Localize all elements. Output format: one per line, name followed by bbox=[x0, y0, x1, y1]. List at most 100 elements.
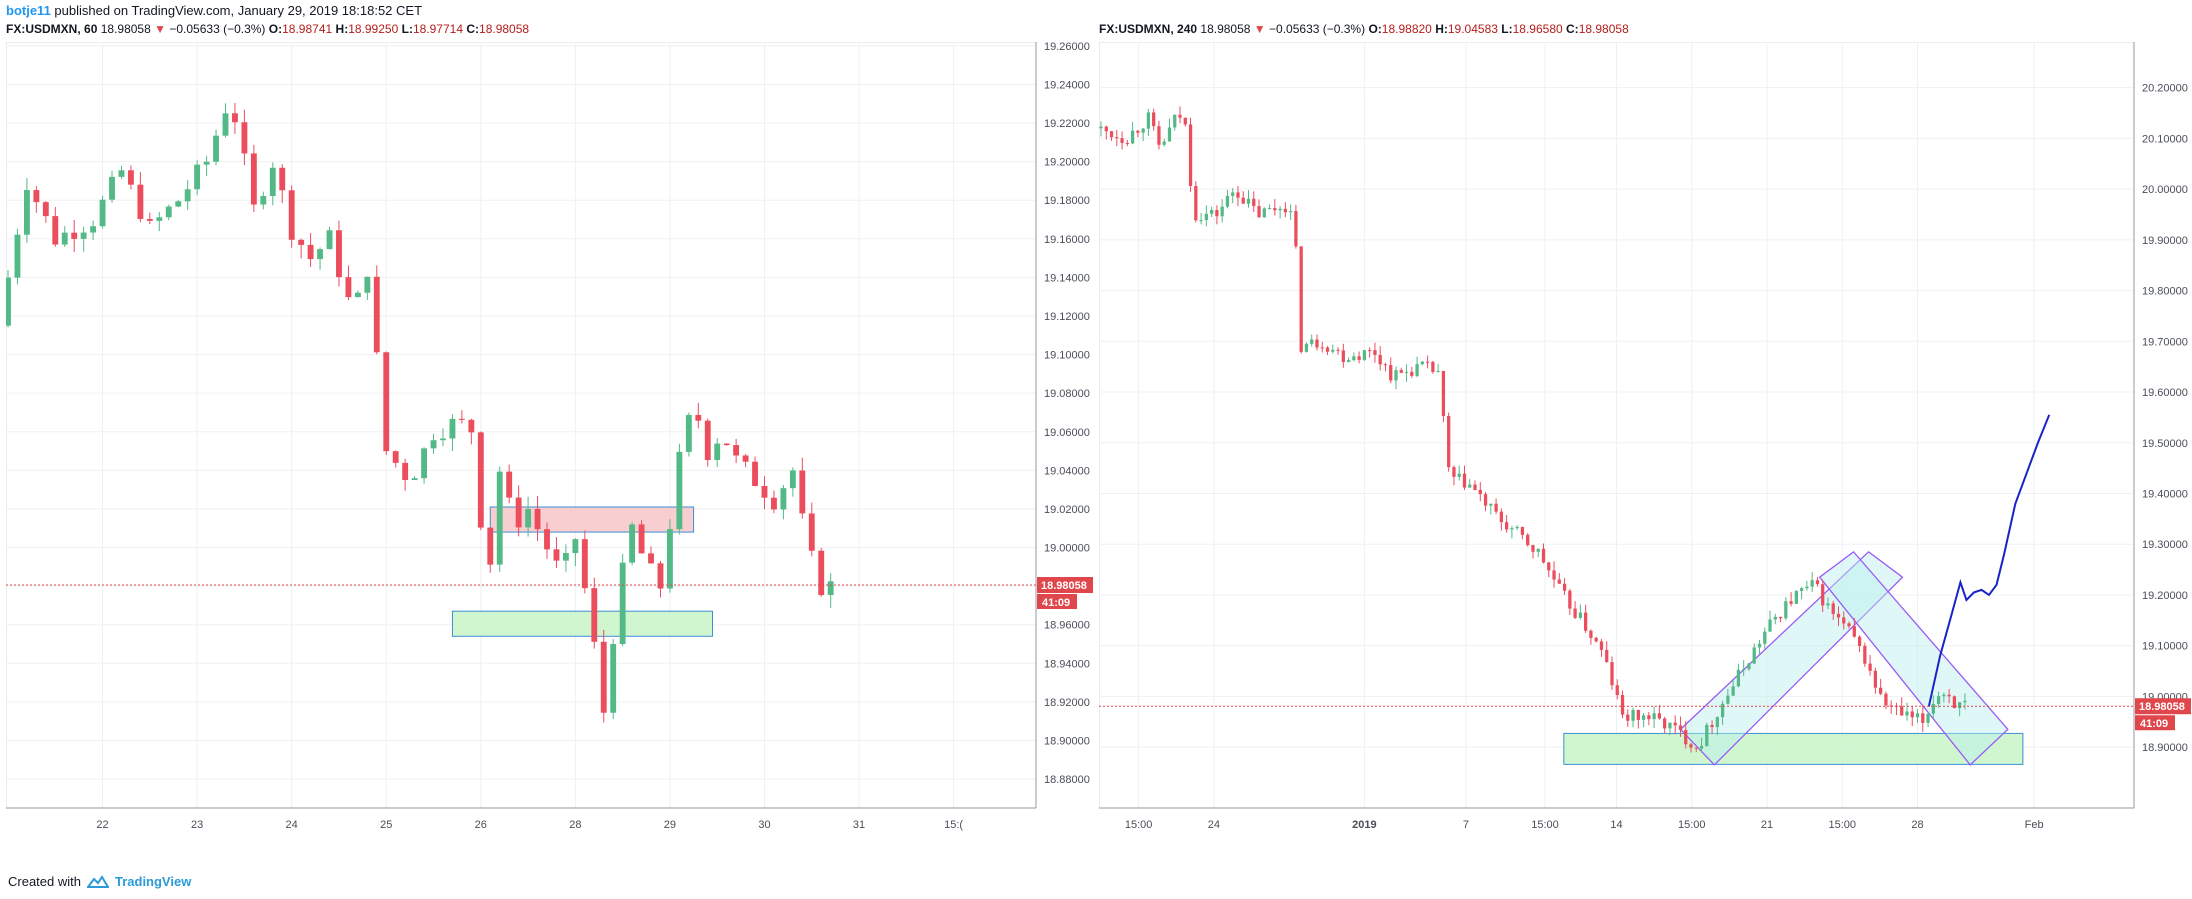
candle-up bbox=[1415, 364, 1419, 376]
candle-up bbox=[714, 443, 721, 461]
candle-up bbox=[440, 438, 446, 441]
candle-up bbox=[1905, 711, 1909, 716]
candle-down bbox=[648, 553, 654, 564]
candle-down bbox=[1410, 371, 1414, 376]
candle-down bbox=[1531, 545, 1535, 552]
candle-up bbox=[1757, 643, 1762, 648]
candle-down bbox=[288, 190, 295, 240]
candle-down bbox=[345, 277, 352, 298]
left-close: 18.98058 bbox=[479, 22, 530, 36]
candle-down bbox=[458, 418, 465, 420]
candle-up bbox=[1773, 616, 1777, 620]
candle-down bbox=[250, 153, 257, 205]
candle-down bbox=[1252, 198, 1256, 207]
candle-up bbox=[118, 170, 125, 177]
candle-up bbox=[156, 217, 163, 221]
countdown-box bbox=[1037, 593, 1077, 609]
y-tick-label: 20.10000 bbox=[2142, 133, 2188, 145]
candle-up bbox=[1536, 548, 1540, 552]
y-tick-label: 19.02000 bbox=[1044, 504, 1090, 516]
candle-up bbox=[1489, 503, 1493, 506]
candle-up bbox=[1167, 127, 1172, 142]
candle-up bbox=[1763, 631, 1767, 644]
candle-up bbox=[1926, 713, 1930, 723]
x-tick-label: 15:00 bbox=[1678, 819, 1706, 831]
candle-up bbox=[1668, 722, 1672, 729]
y-tick-label: 19.90000 bbox=[2142, 235, 2188, 247]
candle-down bbox=[1236, 192, 1240, 198]
candle-down bbox=[1447, 415, 1451, 468]
candle-up bbox=[203, 161, 210, 165]
candle-up bbox=[1162, 141, 1166, 145]
candle-down bbox=[1620, 695, 1625, 715]
candle-down bbox=[1478, 489, 1482, 495]
candle-down bbox=[42, 202, 49, 217]
candle-down bbox=[1900, 706, 1904, 716]
candle-up bbox=[610, 644, 617, 713]
right-down-arrow-icon: ▼ bbox=[1253, 22, 1266, 36]
candle-down bbox=[1678, 725, 1683, 730]
author-link[interactable]: botje11 bbox=[6, 3, 51, 18]
candle-up bbox=[1936, 696, 1941, 704]
candle-down bbox=[1821, 584, 1825, 606]
candle-down bbox=[506, 471, 513, 498]
candle-down bbox=[279, 167, 286, 191]
candle-up bbox=[1362, 350, 1367, 360]
candle-down bbox=[1520, 526, 1525, 535]
candle-down bbox=[1241, 197, 1245, 204]
left-open: 18.98741 bbox=[282, 22, 333, 36]
candle-up bbox=[194, 164, 201, 190]
candle-up bbox=[354, 292, 361, 298]
candle-down bbox=[1120, 138, 1124, 143]
left-interval: 60 bbox=[84, 22, 98, 36]
candle-up bbox=[80, 232, 87, 239]
tradingview-brand[interactable]: TradingView bbox=[114, 874, 192, 889]
candle-down bbox=[1857, 636, 1862, 646]
y-tick-label: 18.96000 bbox=[1044, 620, 1090, 632]
candle-up bbox=[1394, 370, 1398, 381]
candle-up bbox=[411, 478, 418, 481]
candle-up bbox=[1799, 588, 1804, 592]
candle-up bbox=[1146, 112, 1151, 129]
y-tick-label: 18.94000 bbox=[1044, 658, 1090, 670]
candle-down bbox=[477, 432, 484, 528]
candle-up bbox=[1805, 586, 1809, 589]
y-tick-label: 18.88000 bbox=[1044, 774, 1090, 786]
candle-down bbox=[1615, 685, 1619, 696]
candle-up bbox=[1631, 709, 1635, 721]
candle-down bbox=[1526, 534, 1530, 546]
candle-up bbox=[1278, 208, 1282, 211]
candle-down bbox=[1694, 747, 1698, 749]
candle-down bbox=[1504, 522, 1509, 530]
candle-up bbox=[1942, 694, 1946, 697]
chart-right-240m[interactable]: 20.20000 20.10000 20.00000 19.90000 19.80000… bbox=[1099, 42, 2192, 866]
candle-up bbox=[14, 234, 21, 278]
candle-up bbox=[1436, 371, 1440, 373]
candle-up bbox=[165, 206, 172, 218]
chart-left-60m[interactable]: 19.26000 19.24000 19.22000 19.20000 19.18000… bbox=[6, 42, 1094, 866]
candle-up bbox=[421, 448, 428, 479]
created-with-text: Created with bbox=[8, 874, 81, 889]
candle-down bbox=[1573, 608, 1577, 618]
y-tick-label: 19.22000 bbox=[1044, 118, 1090, 130]
candle-up bbox=[629, 524, 636, 563]
candle-down bbox=[1178, 114, 1182, 118]
candle-down bbox=[1157, 126, 1161, 145]
candle-up bbox=[780, 488, 787, 510]
candle-down bbox=[1594, 637, 1598, 642]
resistance-zone bbox=[489, 506, 695, 533]
candle-down bbox=[1710, 724, 1714, 728]
candle-down bbox=[808, 513, 815, 551]
candle-down bbox=[127, 170, 134, 185]
left-down-arrow-icon: ▼ bbox=[154, 22, 167, 36]
y-tick-label: 19.10000 bbox=[1044, 350, 1090, 362]
candle-up bbox=[449, 418, 456, 439]
y-tick-label: 20.20000 bbox=[2142, 83, 2188, 95]
candle-up bbox=[676, 451, 683, 530]
price-label: 18.98058 bbox=[2139, 701, 2185, 713]
candle-up bbox=[1641, 715, 1646, 720]
candle-down bbox=[232, 113, 238, 123]
candle-up bbox=[685, 414, 692, 452]
candle-up bbox=[364, 276, 371, 293]
candle-down bbox=[468, 419, 475, 433]
